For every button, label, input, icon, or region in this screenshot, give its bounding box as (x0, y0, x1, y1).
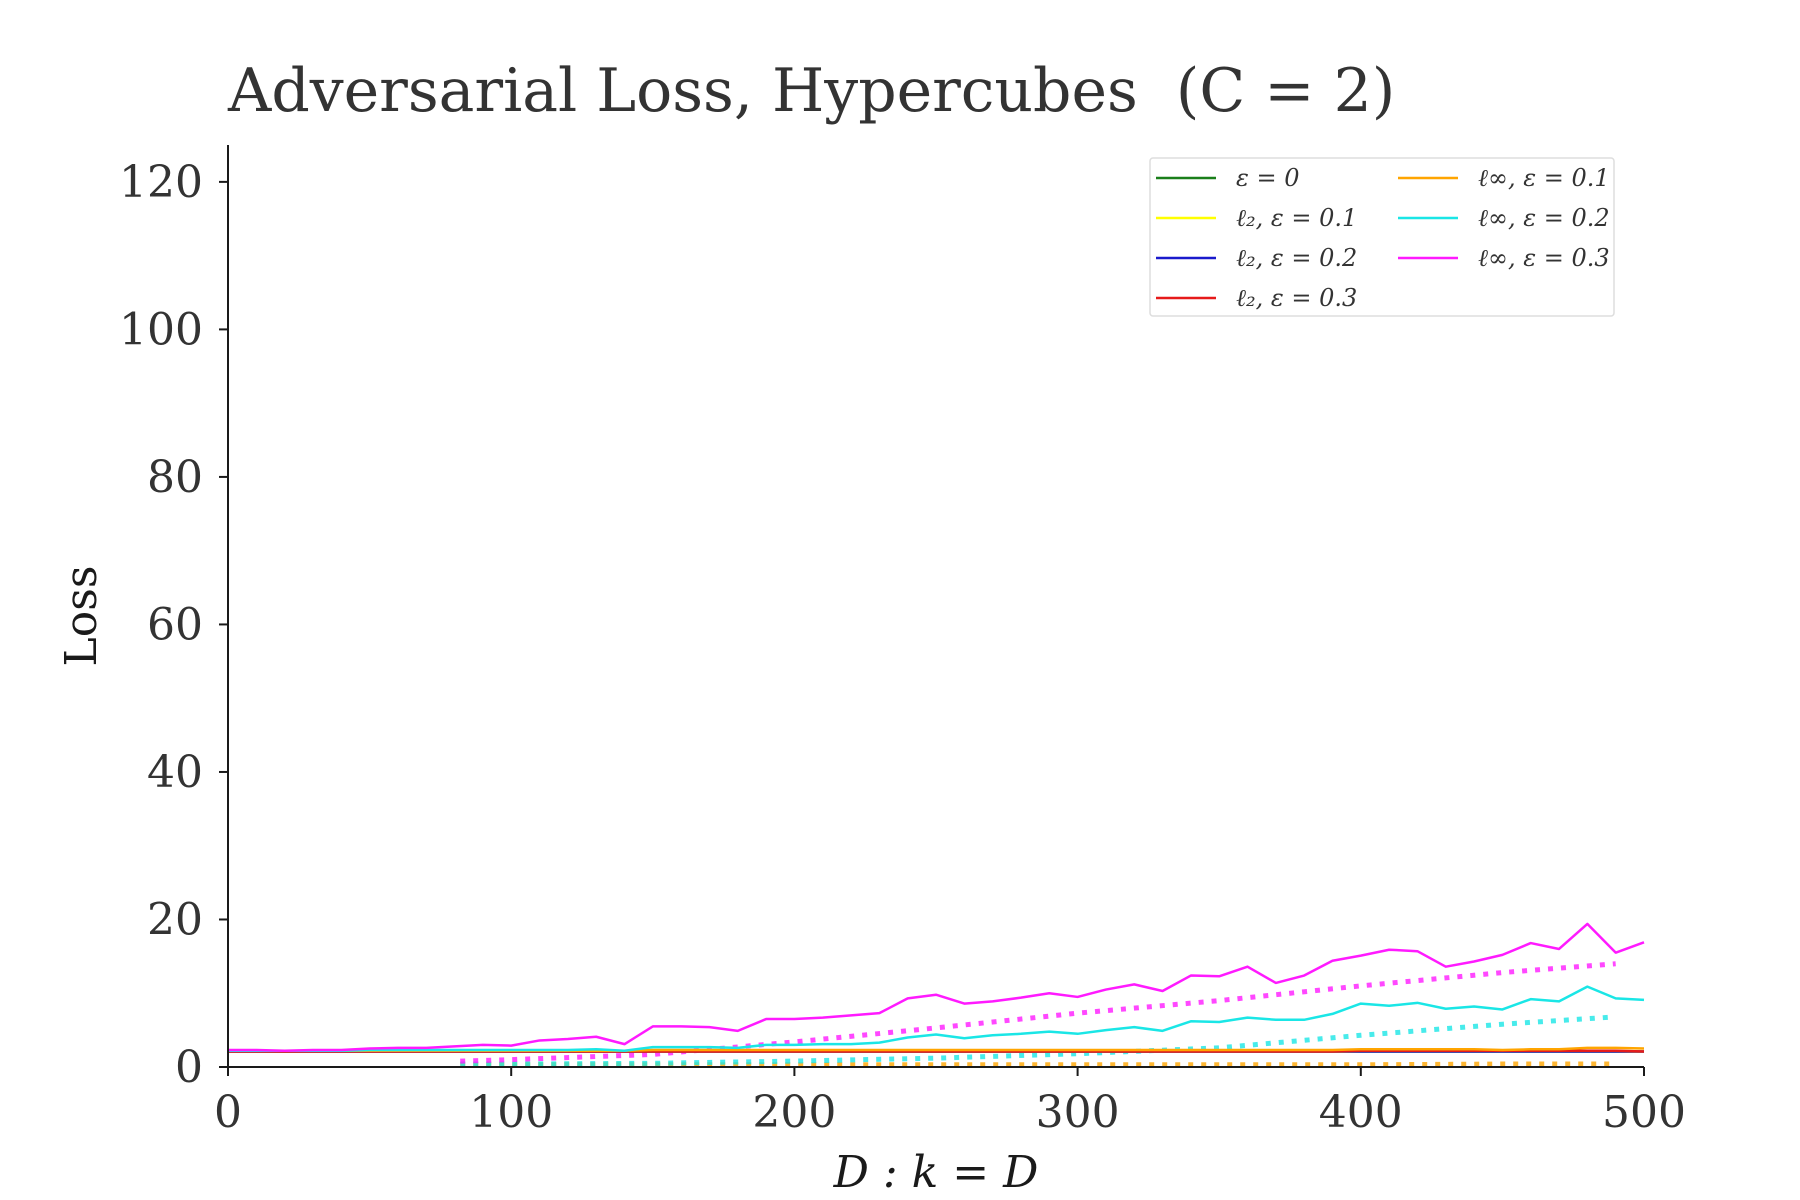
x-tick-label: 100 (469, 1087, 553, 1138)
y-tick-label: 60 (147, 599, 203, 650)
y-tick-label: 80 (147, 452, 203, 503)
series-line-5 (228, 985, 1645, 1053)
series-line-6 (228, 922, 1645, 1053)
y-axis-label: Loss (56, 566, 107, 667)
dotted-line-1 (460, 1014, 1616, 1067)
x-tick-label: 0 (214, 1087, 242, 1138)
legend: ε = 0 ℓ₂, ε = 0.1 ℓ₂, ε = 0.2 ℓ₂, ε = 0.3 ℓ∞… (1149, 157, 1615, 317)
x-axis-label: D : k = D (833, 1147, 1039, 1198)
legend-label-2: ℓ₂, ε = 0.2 (1236, 244, 1357, 272)
series-lines-group (228, 922, 1645, 1053)
y-tick-label: 0 (175, 1042, 203, 1093)
dotted-series-group (460, 961, 1616, 1068)
x-tick-label: 300 (1036, 1087, 1120, 1138)
x-tick-label: 400 (1319, 1087, 1403, 1138)
x-tick-label: 500 (1602, 1087, 1686, 1138)
y-ticks-group: 0 20 40 60 80 100 120 (119, 157, 228, 1093)
legend-label-5: ℓ∞, ε = 0.2 (1478, 204, 1610, 232)
chart-title: Adversarial Loss, Hypercubes (C = 2) (228, 56, 1395, 126)
y-tick-label: 100 (119, 304, 203, 355)
legend-label-1: ℓ₂, ε = 0.1 (1236, 204, 1357, 232)
legend-box (1149, 157, 1615, 317)
legend-label-0: ε = 0 (1236, 164, 1300, 192)
x-tick-label: 200 (752, 1087, 836, 1138)
chart-title-prefix: Adversarial Loss, Hypercubes (228, 56, 1138, 126)
x-ticks-group: 0 100 200 300 400 500 (214, 1067, 1686, 1138)
legend-label-6: ℓ∞, ε = 0.3 (1478, 244, 1610, 272)
y-tick-label: 40 (147, 747, 203, 798)
y-tick-label: 20 (147, 894, 203, 945)
y-tick-label: 120 (119, 157, 203, 208)
axes-group (227, 145, 1644, 1068)
legend-label-4: ℓ∞, ε = 0.1 (1478, 164, 1610, 192)
chart-title-param: (C = 2) (1175, 56, 1396, 126)
legend-label-3: ℓ₂, ε = 0.3 (1236, 284, 1357, 312)
dotted-line-2 (460, 961, 1616, 1064)
